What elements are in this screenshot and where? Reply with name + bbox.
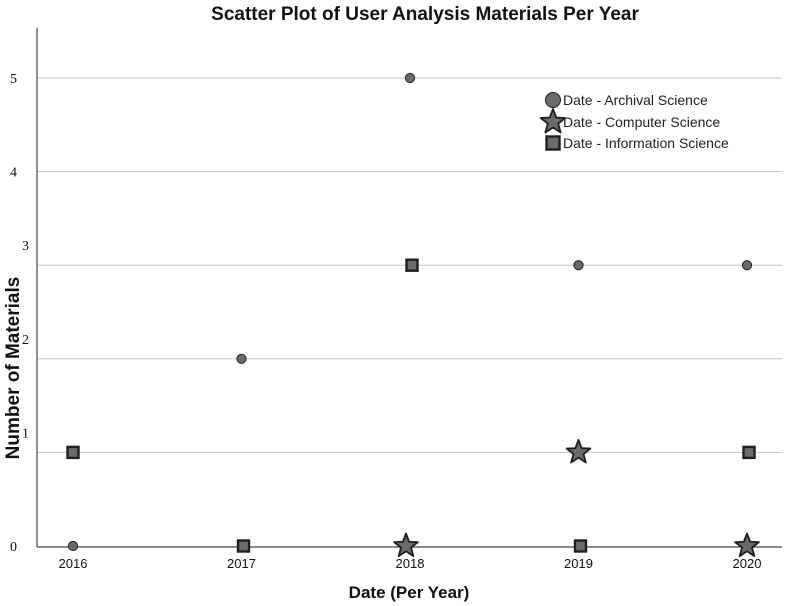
star-point-2018 [393,532,419,558]
x-axis-label: Date (Per Year) [349,583,470,602]
square-point-2020 [742,445,756,460]
legend-label: Date - Archival Science [563,92,708,108]
circle-point-2018 [404,72,416,84]
x-tick-label: 2016 [59,556,88,571]
x-tick-label: 2017 [227,556,256,571]
circle-point-2016 [67,540,79,552]
legend-label: Date - Computer Science [563,114,720,130]
data-points [66,72,760,558]
x-tick-labels: 2016 2017 2018 2019 2020 [59,556,762,571]
square-point-2018 [405,258,419,272]
legend-star-marker [539,108,567,134]
x-tick-label: 2019 [564,556,593,571]
y-tick-label: 3 [22,239,29,254]
y-tick-label: 0 [10,540,17,555]
x-tick-label: 2018 [396,556,425,571]
y-tick-label: 4 [10,166,17,181]
y-axis-label: Number of Materials [3,277,24,460]
star-point-2020 [734,532,760,558]
square-point-2019 [573,539,588,553]
square-point-2016 [66,445,80,460]
y-tick-label: 1 [22,426,29,441]
y-tick-labels: 0 1 2 3 4 5 [10,72,29,555]
chart-title: Scatter Plot of User Analysis Materials … [211,4,639,25]
y-tick-label: 5 [10,72,17,87]
legend-circle-marker [545,92,561,108]
legend: Date - Archival Science Date - Computer S… [539,92,729,151]
circle-point-2019 [573,260,584,271]
legend-label: Date - Information Science [563,135,729,151]
star-point-2019 [565,438,592,464]
x-tick-label: 2020 [733,556,762,571]
y-tick-label: 2 [22,333,29,348]
legend-square-marker [545,135,561,151]
square-point-2017 [236,539,251,553]
circle-point-2020 [741,260,753,271]
circle-point-2017 [236,353,247,364]
